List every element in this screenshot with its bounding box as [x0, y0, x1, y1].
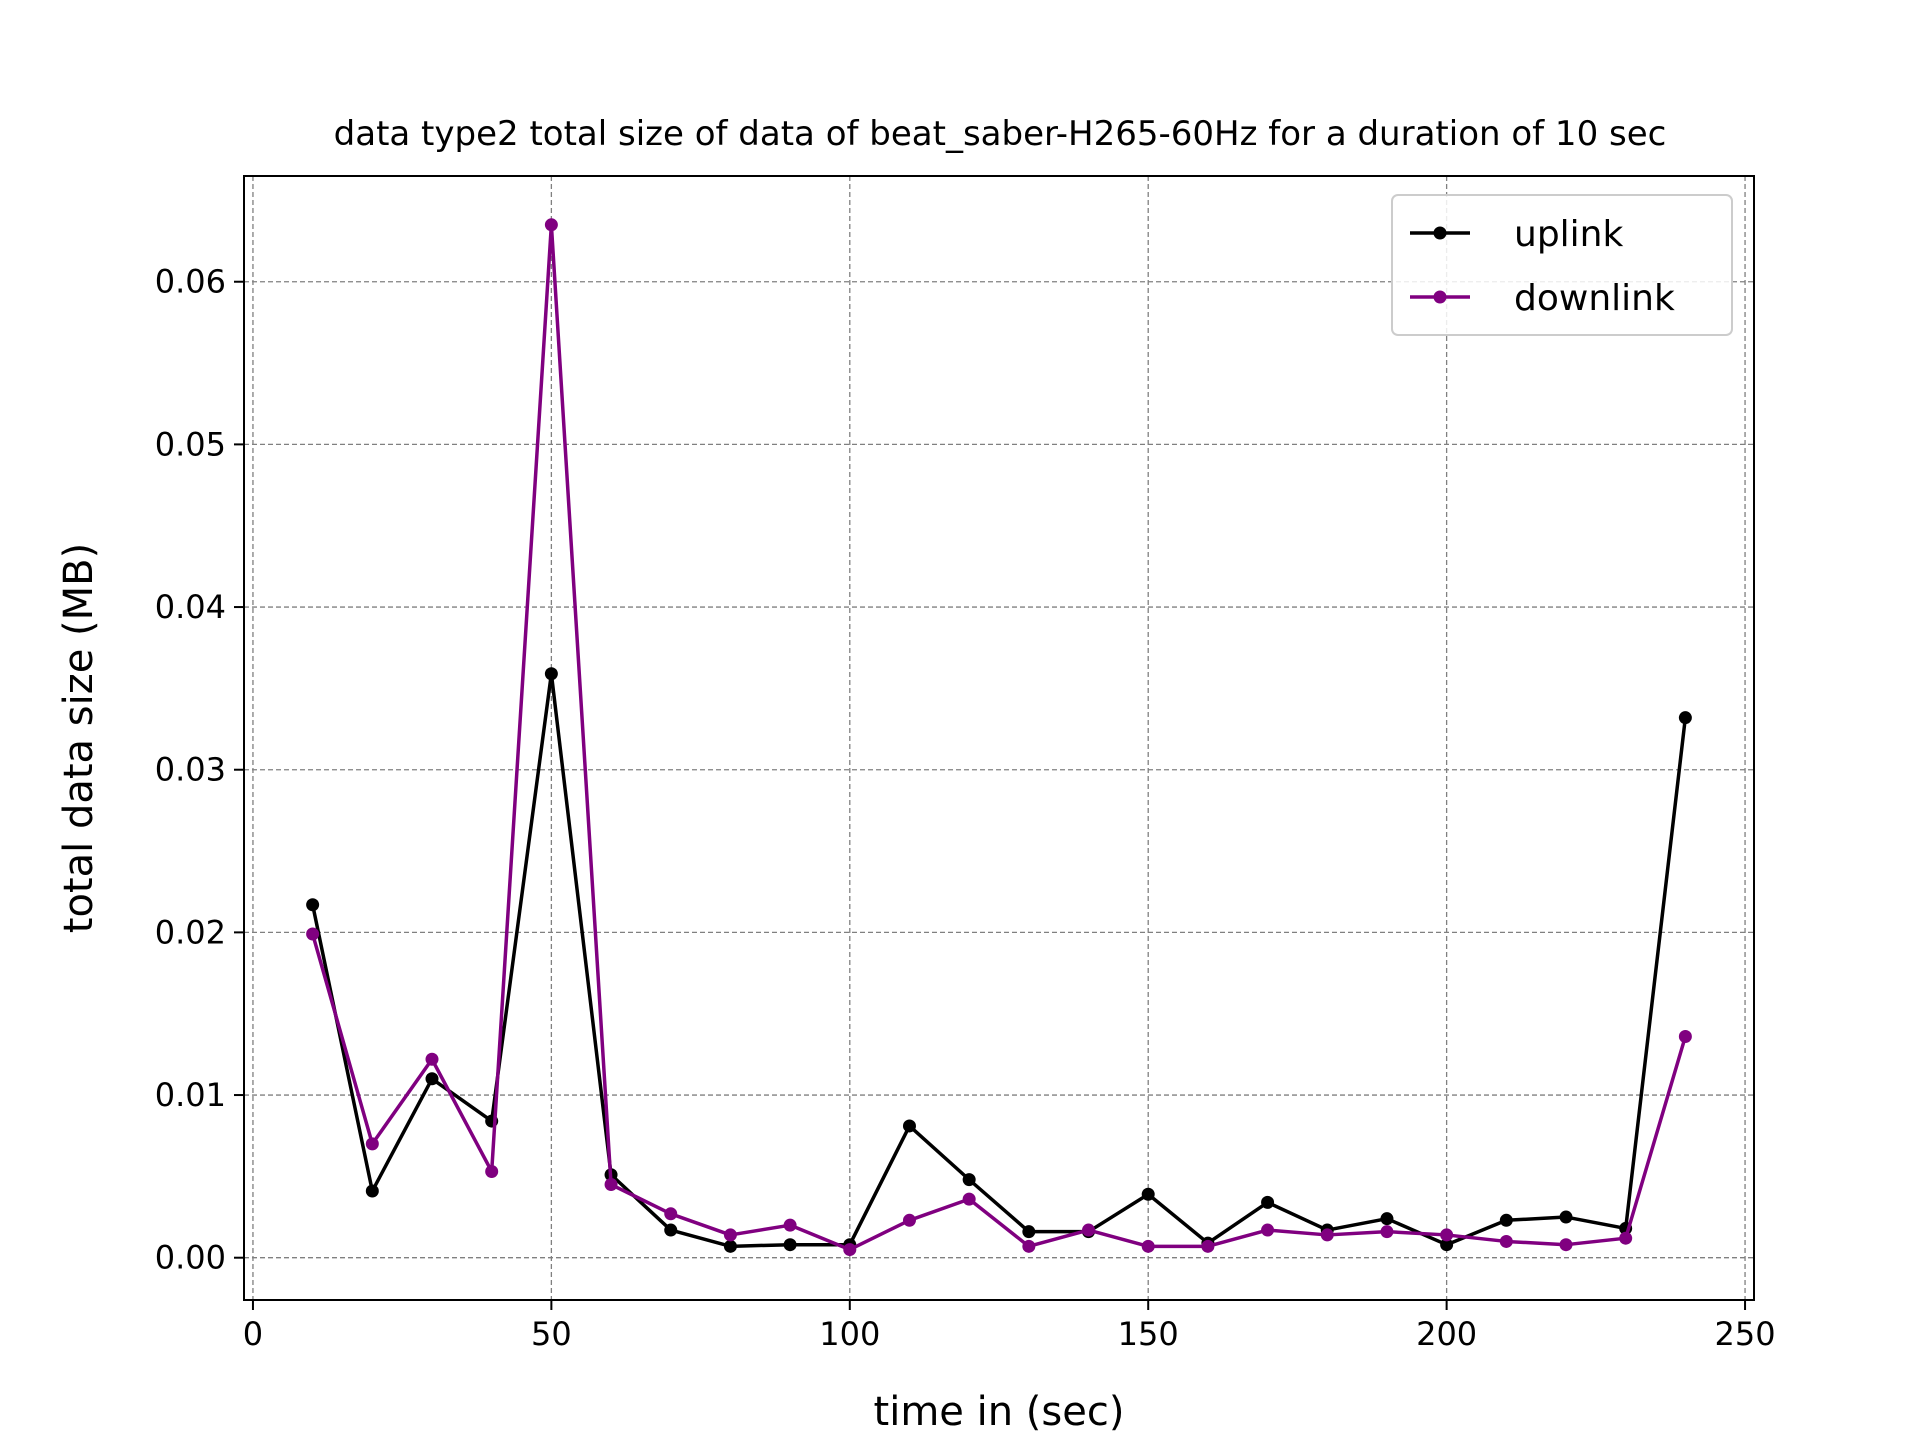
plot-frame: [243, 175, 1755, 1301]
data-point-downlink: [365, 1137, 379, 1151]
y-tick-label: 0.03: [155, 751, 226, 789]
data-point-downlink: [1320, 1228, 1334, 1242]
data-point-uplink: [783, 1238, 797, 1252]
data-point-uplink: [1380, 1212, 1394, 1226]
data-point-downlink: [843, 1243, 857, 1257]
data-point-downlink: [723, 1228, 737, 1242]
data-point-uplink: [902, 1119, 916, 1133]
data-point-downlink: [1261, 1223, 1275, 1237]
x-tick-label: 200: [1416, 1315, 1477, 1353]
y-tick-label: 0.00: [155, 1239, 226, 1277]
data-point-uplink: [664, 1223, 678, 1237]
x-tick-label: 100: [819, 1315, 880, 1353]
data-point-uplink: [1141, 1187, 1155, 1201]
legend-label-downlink: downlink: [1514, 278, 1675, 319]
data-point-downlink: [604, 1178, 618, 1192]
y-tick-label: 0.04: [155, 588, 226, 626]
data-point-uplink: [1261, 1195, 1275, 1209]
legend-swatch-marker: [1433, 226, 1447, 240]
data-point-downlink: [1022, 1239, 1036, 1253]
data-point-uplink: [1022, 1225, 1036, 1239]
data-point-downlink: [306, 927, 320, 941]
data-point-downlink: [902, 1213, 916, 1227]
data-point-uplink: [1440, 1238, 1454, 1252]
data-point-downlink: [1559, 1238, 1573, 1252]
series-line-downlink: [310, 223, 1688, 1252]
data-point-downlink: [1678, 1029, 1692, 1043]
data-point-downlink: [1082, 1223, 1096, 1237]
y-tick-label: 0.06: [155, 263, 226, 301]
data-point-uplink: [1678, 711, 1692, 725]
data-point-uplink: [1499, 1213, 1513, 1227]
data-point-uplink: [425, 1072, 439, 1086]
legend-label-uplink: uplink: [1514, 214, 1623, 255]
data-point-uplink: [962, 1173, 976, 1187]
data-point-uplink: [365, 1184, 379, 1198]
data-point-uplink: [544, 667, 558, 681]
axis-ticks: 0 50 100 150 200 250 0.00 0.01 0.02 0.03 0.04 0.05 0…: [155, 263, 1776, 1353]
y-tick-label: 0.01: [155, 1076, 226, 1114]
legend-swatch-marker: [1433, 290, 1447, 304]
data-point-downlink: [1380, 1225, 1394, 1239]
data-point-uplink: [306, 898, 320, 912]
series-line-uplink: [310, 671, 1688, 1249]
x-tick-label: 0: [243, 1315, 263, 1353]
y-tick-label: 0.05: [155, 425, 226, 463]
y-tick-label: 0.02: [155, 913, 226, 951]
data-point-downlink: [962, 1192, 976, 1206]
data-point-downlink: [425, 1052, 439, 1066]
x-axis-label: time in (sec): [874, 1389, 1125, 1435]
data-point-downlink: [1499, 1234, 1513, 1248]
data-point-downlink: [1440, 1228, 1454, 1242]
x-tick-label: 50: [531, 1315, 572, 1353]
data-point-uplink: [723, 1239, 737, 1253]
x-tick-label: 250: [1715, 1315, 1776, 1353]
legend: uplink downlink: [1391, 194, 1733, 336]
data-point-downlink: [664, 1207, 678, 1221]
data-point-downlink: [1619, 1231, 1633, 1245]
data-point-uplink: [1559, 1210, 1573, 1224]
chart-title: data type2 total size of data of beat_sa…: [334, 114, 1667, 154]
data-point-downlink: [1201, 1239, 1215, 1253]
data-point-downlink: [544, 218, 558, 232]
legend-box: [1391, 194, 1733, 336]
data-point-downlink: [1141, 1239, 1155, 1253]
series-group: [306, 218, 1692, 1257]
y-axis-label: total data size (MB): [56, 543, 102, 933]
x-tick-label: 150: [1118, 1315, 1179, 1353]
data-point-downlink: [485, 1164, 499, 1178]
data-point-downlink: [783, 1218, 797, 1232]
